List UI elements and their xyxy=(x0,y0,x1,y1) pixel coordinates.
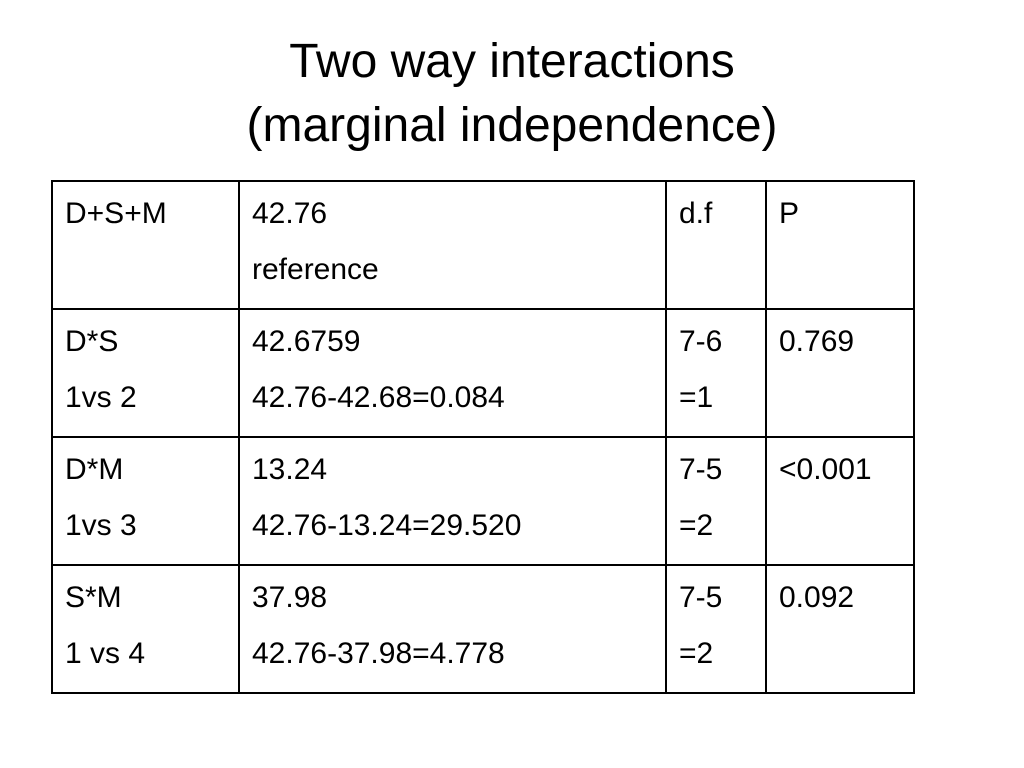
cell-text: 42.76 xyxy=(252,197,328,230)
cell-text: 42.6759 xyxy=(252,325,361,358)
cell-text: 7-5 xyxy=(679,581,723,614)
table-cell: 7-6 =1 xyxy=(665,308,767,438)
cell-text: D*S xyxy=(65,325,119,358)
table-cell: 13.24 42.76-13.24=29.520 xyxy=(238,436,667,566)
cell-text: 42.76-42.68=0.084 xyxy=(252,381,505,414)
cell-text: D*M xyxy=(65,453,124,486)
table-cell: D*M 1vs 3 xyxy=(51,436,240,566)
table-row: D*S 1vs 2 42.6759 42.76-42.68=0.084 7-6 =1 0.7… xyxy=(51,308,915,438)
title-line: Two way interactions xyxy=(289,35,735,88)
table-cell: P xyxy=(765,180,915,310)
cell-text: <0.001 xyxy=(779,453,872,486)
cell-text: 7-5 xyxy=(679,453,723,486)
table-row: D+S+M 42.76 reference d.f P xyxy=(51,180,915,310)
table-cell: d.f xyxy=(665,180,767,310)
cell-text: 13.24 xyxy=(252,453,328,486)
table-cell: 0.769 xyxy=(765,308,915,438)
cell-text: 42.76-13.24=29.520 xyxy=(252,509,522,542)
results-table: D+S+M 42.76 reference d.f P D*S 1vs 2 42.6759 42… xyxy=(51,180,915,694)
table-cell: D*S 1vs 2 xyxy=(51,308,240,438)
table-cell: 42.76 reference xyxy=(238,180,667,310)
cell-text: =2 xyxy=(679,637,714,670)
table-cell: 7-5 =2 xyxy=(665,564,767,694)
cell-text: 7-6 xyxy=(679,325,723,358)
table-row: S*M 1 vs 4 37.98 42.76-37.98=4.778 7-5 =2 0.09… xyxy=(51,564,915,694)
title-line: (marginal independence) xyxy=(246,99,778,152)
cell-text: P xyxy=(779,197,800,230)
slide-title: Two way interactions (marginal independen… xyxy=(0,30,1024,158)
cell-text: 0.092 xyxy=(779,581,855,614)
cell-text: 1 vs 4 xyxy=(65,637,146,670)
table-row: D*M 1vs 3 13.24 42.76-13.24=29.520 7-5 =2 <0.0… xyxy=(51,436,915,566)
cell-text: D+S+M xyxy=(65,197,167,230)
table-cell: 0.092 xyxy=(765,564,915,694)
cell-text: d.f xyxy=(679,197,713,230)
cell-text: 0.769 xyxy=(779,325,855,358)
table-cell: 37.98 42.76-37.98=4.778 xyxy=(238,564,667,694)
table-cell: 42.6759 42.76-42.68=0.084 xyxy=(238,308,667,438)
cell-text: S*M xyxy=(65,581,122,614)
cell-text: 1vs 3 xyxy=(65,509,137,542)
cell-text: reference xyxy=(252,253,379,286)
table-cell: S*M 1 vs 4 xyxy=(51,564,240,694)
cell-text: 37.98 xyxy=(252,581,328,614)
table-cell: D+S+M xyxy=(51,180,240,310)
cell-text: =1 xyxy=(679,381,714,414)
cell-text: 42.76-37.98=4.778 xyxy=(252,637,505,670)
cell-text: 1vs 2 xyxy=(65,381,137,414)
table-cell: 7-5 =2 xyxy=(665,436,767,566)
table-cell: <0.001 xyxy=(765,436,915,566)
cell-text: =2 xyxy=(679,509,714,542)
